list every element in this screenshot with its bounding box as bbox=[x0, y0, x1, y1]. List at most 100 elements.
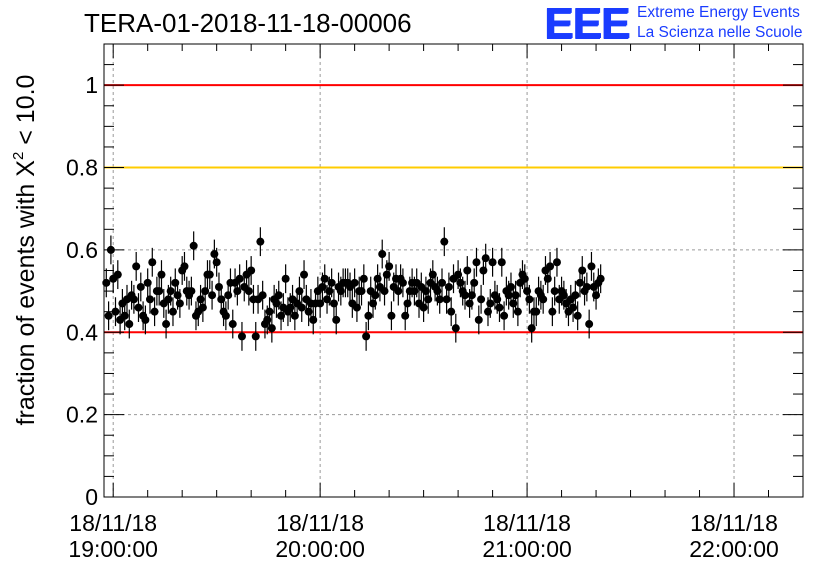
data-marker bbox=[571, 291, 580, 300]
data-point bbox=[254, 284, 263, 314]
data-point bbox=[102, 268, 111, 298]
data-marker bbox=[327, 278, 336, 287]
y-tick-label: 0.2 bbox=[66, 402, 98, 428]
data-point bbox=[189, 231, 198, 261]
data-marker bbox=[143, 278, 152, 287]
data-point bbox=[546, 251, 555, 281]
data-marker bbox=[221, 311, 230, 320]
data-point bbox=[539, 284, 548, 314]
data-marker bbox=[472, 258, 481, 267]
reference-lines bbox=[104, 84, 803, 334]
data-point bbox=[573, 301, 582, 331]
y-tick-label: 0.6 bbox=[66, 237, 98, 263]
data-point bbox=[148, 247, 157, 277]
data-marker bbox=[474, 315, 483, 324]
data-point bbox=[201, 276, 210, 306]
data-marker bbox=[244, 287, 253, 296]
data-point bbox=[136, 272, 145, 302]
data-marker bbox=[352, 303, 361, 312]
data-marker bbox=[189, 241, 198, 250]
data-marker bbox=[585, 320, 594, 329]
data-marker bbox=[155, 287, 164, 296]
data-point bbox=[198, 293, 207, 322]
y-axis-label-threshold: < 10.0 bbox=[12, 75, 40, 152]
y-tick-label: 0.4 bbox=[66, 319, 98, 345]
data-marker bbox=[378, 250, 387, 259]
data-points bbox=[102, 227, 605, 351]
data-point bbox=[175, 289, 184, 318]
data-point bbox=[511, 280, 520, 310]
data-point bbox=[378, 239, 387, 269]
logo-caption-line1: Extreme Energy Events bbox=[637, 4, 800, 21]
data-point bbox=[295, 276, 304, 306]
data-point bbox=[237, 321, 246, 351]
data-point bbox=[474, 305, 483, 335]
data-point bbox=[187, 276, 196, 306]
data-marker bbox=[300, 270, 309, 279]
data-marker bbox=[511, 291, 520, 300]
data-marker bbox=[168, 307, 177, 316]
data-marker bbox=[550, 287, 559, 296]
data-marker bbox=[208, 291, 217, 300]
data-point bbox=[477, 284, 486, 314]
data-point bbox=[300, 260, 309, 290]
data-point bbox=[281, 264, 290, 294]
x-tick-label-time: 19:00:00 bbox=[68, 536, 158, 562]
data-point bbox=[162, 309, 171, 339]
data-marker bbox=[237, 332, 246, 341]
data-point bbox=[532, 297, 541, 327]
data-marker bbox=[309, 315, 318, 324]
data-marker bbox=[495, 303, 504, 312]
data-marker bbox=[235, 274, 244, 283]
x-tick-label-date: 18/11/18 bbox=[69, 510, 157, 536]
data-point bbox=[157, 260, 166, 290]
data-marker bbox=[539, 295, 548, 304]
data-marker bbox=[150, 307, 159, 316]
data-point bbox=[309, 305, 318, 335]
data-marker bbox=[546, 262, 555, 271]
axes: 00.20.40.60.8118/11/1819:00:0018/11/1820… bbox=[66, 44, 804, 562]
data-marker bbox=[274, 291, 283, 300]
data-point bbox=[150, 297, 159, 327]
data-marker bbox=[228, 320, 237, 329]
data-marker bbox=[444, 282, 453, 291]
data-marker bbox=[435, 295, 444, 304]
data-point bbox=[506, 272, 515, 302]
data-marker bbox=[148, 258, 157, 267]
y-axis-label: fraction of events with X2 < 10.0 bbox=[10, 75, 40, 426]
data-marker bbox=[596, 274, 605, 283]
data-point bbox=[244, 276, 253, 306]
data-point bbox=[134, 293, 143, 322]
data-marker bbox=[419, 303, 428, 312]
data-marker bbox=[136, 282, 145, 291]
data-point bbox=[596, 264, 605, 294]
data-marker bbox=[497, 258, 506, 267]
data-marker bbox=[362, 332, 371, 341]
data-marker bbox=[398, 278, 407, 287]
data-marker bbox=[532, 307, 541, 316]
data-marker bbox=[500, 311, 509, 320]
data-point bbox=[129, 284, 138, 314]
data-marker bbox=[198, 303, 207, 312]
data-marker bbox=[175, 299, 184, 308]
data-marker bbox=[201, 287, 210, 296]
data-point bbox=[424, 284, 433, 314]
data-marker bbox=[295, 287, 304, 296]
data-point bbox=[297, 293, 306, 322]
data-marker bbox=[129, 295, 138, 304]
data-marker bbox=[111, 307, 120, 316]
y-axis-label-text: fraction of events with bbox=[12, 177, 40, 426]
data-marker bbox=[281, 274, 290, 283]
data-marker bbox=[212, 258, 221, 267]
data-point bbox=[527, 313, 536, 343]
data-marker bbox=[470, 278, 479, 287]
eee-logo: EEE Extreme Energy Events La Scienza nel… bbox=[544, 2, 836, 46]
data-point bbox=[228, 309, 237, 339]
data-point bbox=[329, 289, 338, 318]
data-marker bbox=[120, 311, 129, 320]
data-marker bbox=[438, 278, 447, 287]
x-tick-label-time: 22:00:00 bbox=[689, 536, 779, 562]
data-point bbox=[145, 284, 154, 314]
data-point bbox=[125, 309, 134, 339]
